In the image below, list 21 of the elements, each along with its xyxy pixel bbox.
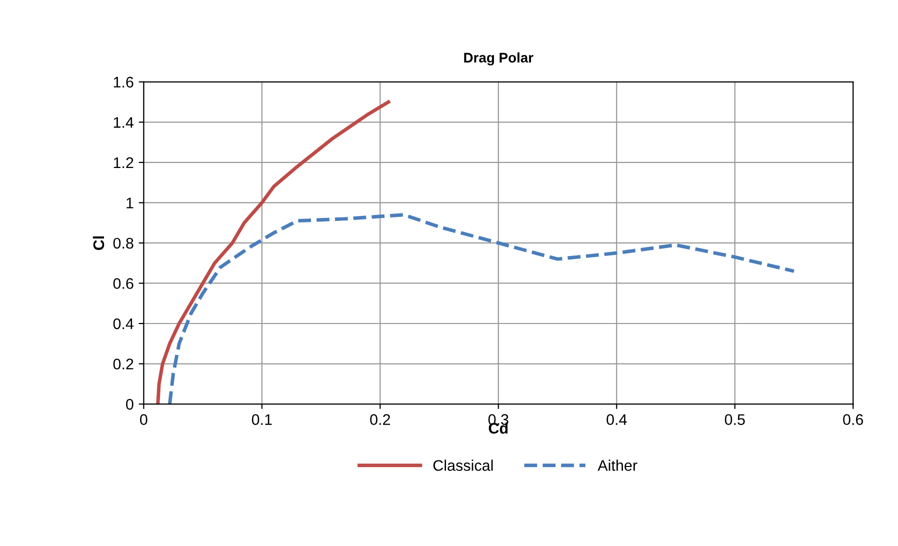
chart-title: Drag Polar	[464, 52, 534, 66]
x-tick-label: 0	[140, 414, 148, 425]
y-tick-label: 1	[126, 198, 134, 208]
y-axis-title: Cl	[92, 236, 104, 250]
y-tick-label: 0.2	[113, 358, 134, 370]
y-tick-label: 1.2	[114, 157, 134, 168]
x-tick-label: 0.1	[252, 414, 272, 425]
y-tick-label: 0.4	[113, 318, 134, 330]
y-tick-label: 0	[126, 398, 134, 410]
y-tick-label: 1.6	[114, 76, 134, 88]
line-series	[156, 100, 390, 404]
legend-label: Aither	[598, 460, 638, 471]
x-tick-label: 0.6	[843, 414, 864, 425]
y-tick-label: 0.8	[113, 238, 134, 249]
x-tick-label: 0.4	[606, 414, 627, 425]
line-series	[168, 213, 796, 404]
x-tick-label: 0.2	[370, 414, 390, 425]
y-tick-label: 0.6	[113, 278, 134, 289]
x-tick-label: 0.5	[724, 414, 745, 425]
y-tick-label: 1.4	[114, 117, 134, 128]
legend-label: Classical	[433, 460, 493, 471]
